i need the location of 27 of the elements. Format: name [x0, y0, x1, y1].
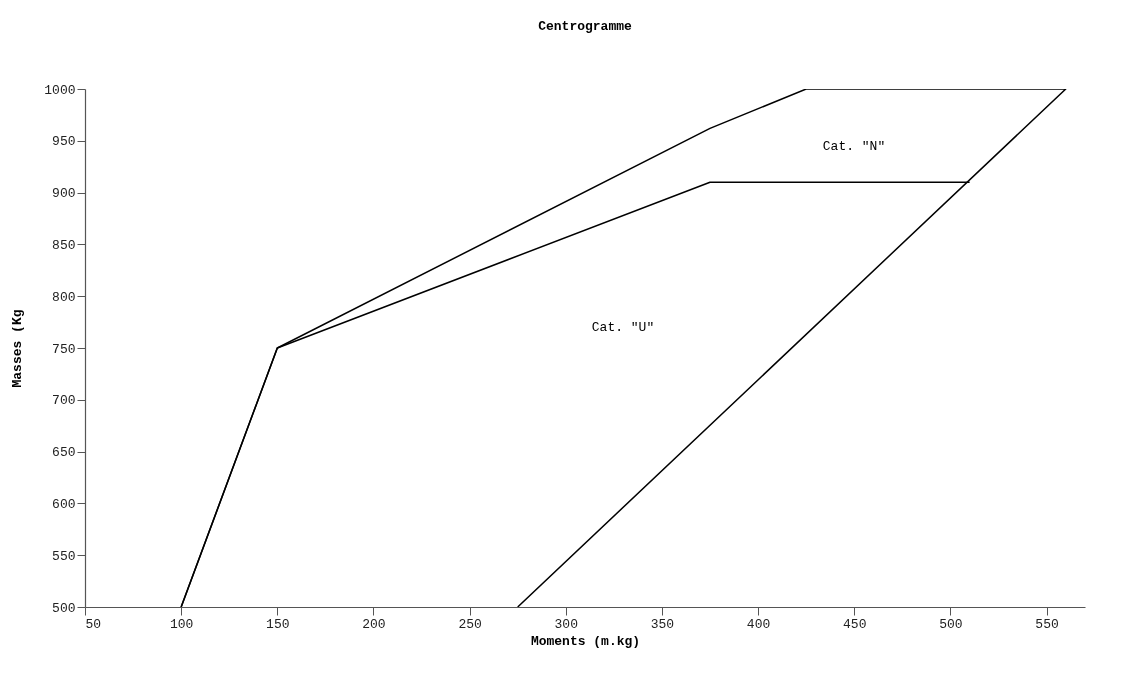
annotation: Cat. "U": [591, 320, 655, 335]
y-tick-label: 550: [52, 548, 76, 564]
y-tick-label: 600: [52, 496, 76, 512]
y-tick-label: 900: [52, 186, 76, 202]
y-tick-label: 700: [52, 393, 76, 409]
y-tick-label: 500: [52, 600, 76, 616]
x-tick-label: 350: [650, 616, 675, 632]
x-tick-label: 400: [746, 616, 771, 632]
x-tick-label: 200: [362, 616, 386, 632]
x-tick-label: 550: [1035, 616, 1059, 632]
x-tick-label: 300: [554, 616, 578, 632]
x-tick-label: 450: [843, 616, 867, 632]
x-tick-label: 50: [85, 616, 102, 632]
y-tick-label: 950: [52, 134, 76, 150]
x-tick-label: 100: [169, 616, 194, 632]
x-tick-label: 500: [939, 616, 963, 632]
x-tick-label: 250: [458, 616, 482, 632]
x-axis-title: Moments (m.kg): [530, 633, 641, 649]
annotation: Cat. "N": [822, 139, 886, 154]
y-tick-label: 1000: [44, 82, 76, 98]
y-axis-title: Masses (Kg: [10, 309, 26, 388]
y-tick-label: 650: [52, 445, 76, 461]
chart-title: Centrogramme: [538, 19, 632, 34]
y-tick-label: 750: [52, 341, 76, 357]
y-tick-label: 850: [52, 237, 76, 253]
y-tick-label: 800: [52, 289, 76, 305]
x-tick-label: 150: [266, 616, 290, 632]
